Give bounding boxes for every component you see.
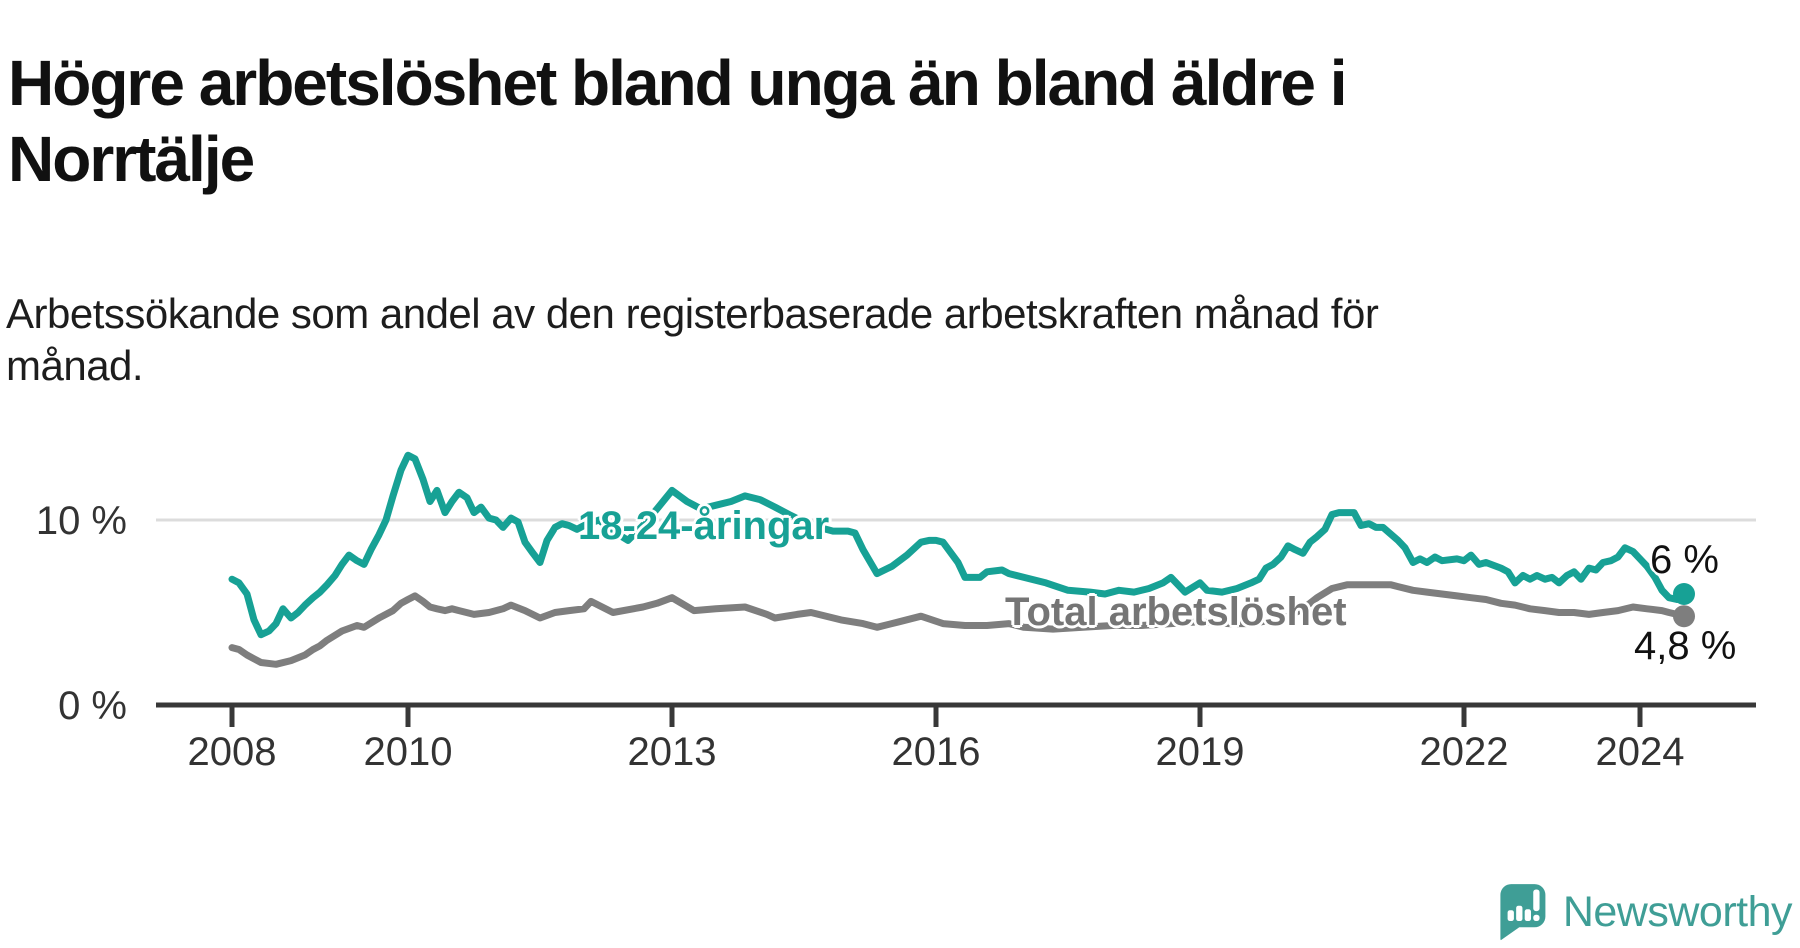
y-axis-tick-label: 10 % [36,499,127,543]
x-axis-tick-label: 2016 [892,730,981,774]
x-axis-tick-label: 2013 [628,730,717,774]
end-value-label-total: 4,8 % [1634,624,1737,668]
series-line-youth [228,451,1688,639]
y-axis-tick-label: 0 % [58,684,127,728]
x-axis-tick-label: 2024 [1596,730,1685,774]
x-axis-tick-label: 2010 [364,730,453,774]
x-axis-tick-label: 2019 [1156,730,1245,774]
x-axis-tick-label: 2022 [1420,730,1509,774]
newsworthy-logo-text: Newsworthy [1562,887,1793,936]
series-line-total [228,581,1688,668]
series-label-total: Total arbetslöshet [1005,590,1347,634]
newsworthy-logo: Newsworthy [1495,882,1793,942]
newsworthy-speech-bubble-chart-icon [1495,882,1549,942]
series-end-dot-total [1673,605,1695,628]
series-label-youth: 18-24-åringar [578,504,830,548]
x-axis-tick-label: 2008 [188,730,277,774]
series-end-dot-youth [1673,583,1695,605]
chart-subtitle: Arbetssökande som andel av den registerb… [6,290,1379,389]
end-value-label-youth: 6 % [1650,538,1719,582]
page-title: Högre arbetslöshet bland unga än bland ä… [8,46,1348,195]
